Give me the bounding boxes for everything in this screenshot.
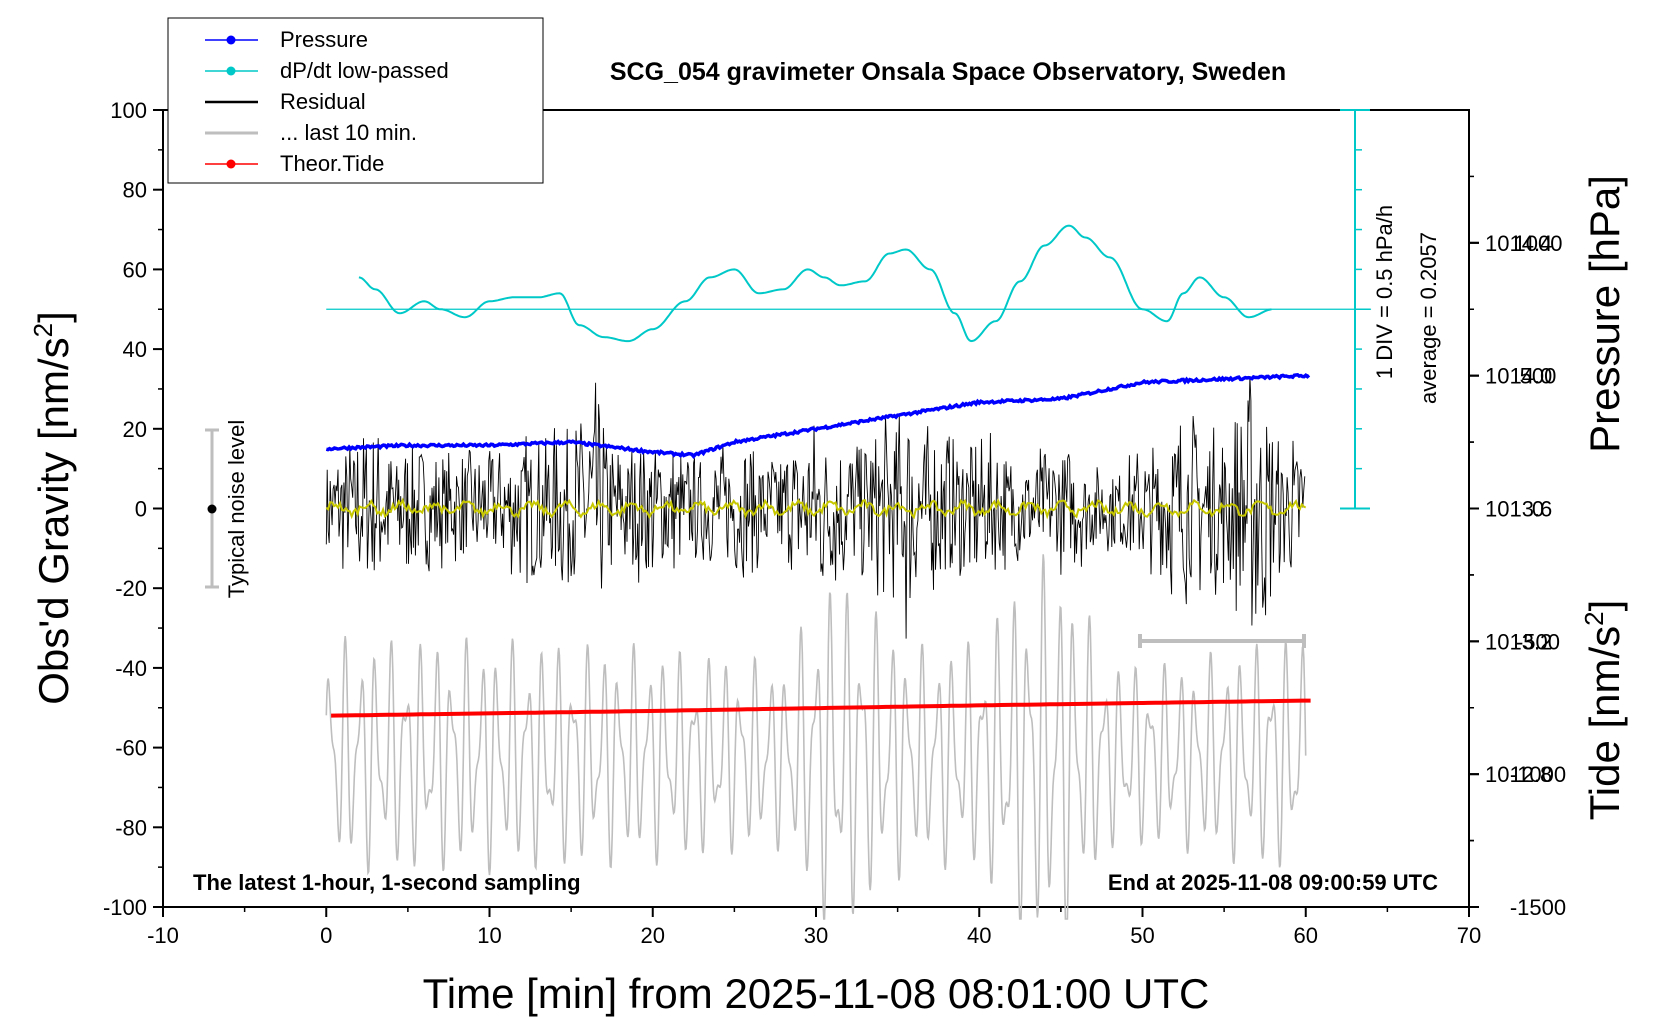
y-axis-label-main: Obs'd Gravity [nm/s — [30, 337, 77, 704]
x-tick-label: 30 — [804, 923, 828, 948]
pressure-tick-label: 1012.8 — [1485, 762, 1552, 787]
pressure-tick-label: 1014.0 — [1485, 364, 1552, 389]
legend-label: Residual — [280, 89, 366, 114]
theor-tide-line — [331, 698, 1311, 718]
last-10-min-line — [325, 554, 1307, 920]
y-tick-label: 100 — [110, 98, 147, 123]
y-tick-label: -60 — [115, 736, 147, 761]
x-tick-label: 50 — [1130, 923, 1154, 948]
pressure-tick-label: 1013.2 — [1485, 629, 1552, 654]
legend-marker — [226, 35, 236, 45]
residual-line — [325, 376, 1306, 639]
x-tick-label: 0 — [320, 923, 332, 948]
tide-tick-label: -1500 — [1510, 895, 1566, 920]
y-tick-label: -20 — [115, 576, 147, 601]
y-axis-label-close: ] — [30, 311, 77, 323]
tide-axis-label: Tide [nm/s2] — [1579, 600, 1628, 821]
legend-marker — [226, 159, 236, 169]
legend-box — [167, 17, 544, 184]
tide-axis-label-sup: 2 — [1579, 611, 1609, 625]
tide-tick-label: 1000 — [1514, 231, 1563, 256]
tide-tick-label: 0 — [1532, 497, 1544, 522]
smoothed-residual-line — [325, 497, 1307, 520]
y-tick-label: -100 — [103, 895, 147, 920]
y-tick-label: 20 — [123, 417, 147, 442]
annotation-left: The latest 1-hour, 1-second sampling — [193, 870, 581, 895]
y-tick-label: -40 — [115, 656, 147, 681]
x-axis-ticks: -10 0 10 20 30 40 50 60 70 — [147, 907, 1481, 948]
x-tick-label: 60 — [1294, 923, 1318, 948]
last-10-min-series — [325, 554, 1307, 920]
dpdt-scale-bar — [1340, 109, 1370, 510]
pressure-series — [325, 372, 1311, 460]
pressure-axis-label: Pressure [hPa] — [1581, 175, 1628, 453]
smoothed-residual-series — [325, 497, 1307, 520]
scale-bar-average: average = 0.2057 — [1416, 232, 1441, 404]
dpdt-series — [326, 224, 1372, 343]
residual-series — [325, 376, 1306, 639]
tide-tick-label: 500 — [1520, 364, 1557, 389]
pressure-line — [325, 372, 1311, 460]
last-10-min-bar — [1138, 634, 1306, 648]
x-axis-label: Time [min] from 2025-11-08 08:01:00 UTC — [423, 970, 1210, 1017]
noise-label: Typical noise level — [224, 420, 249, 599]
noise-dot — [207, 504, 217, 514]
x-tick-label: 10 — [477, 923, 501, 948]
pressure-tick-label: 1014.4 — [1485, 231, 1552, 256]
legend-label: Pressure — [280, 27, 368, 52]
tide-axis-ticks: 1000 500 0 -500 -1000 -1500 — [1469, 231, 1566, 920]
x-tick-label: 40 — [967, 923, 991, 948]
noise-level-marker — [205, 428, 219, 589]
tide-axis-label-main: Tide [nm/s — [1581, 626, 1628, 821]
pressure-tick-label: 1013.6 — [1485, 497, 1552, 522]
legend: Pressure dP/dt low-passed Residual ... last… — [167, 17, 544, 184]
legend-label: ... last 10 min. — [280, 120, 417, 145]
x-tick-label: -10 — [147, 923, 179, 948]
legend-label: Theor.Tide — [280, 151, 384, 176]
y-tick-label: 60 — [123, 257, 147, 282]
legend-marker — [226, 66, 236, 76]
y-axis-label: Obs'd Gravity [nm/s2] — [28, 311, 77, 705]
scale-bar-label: 1 DIV = 0.5 hPa/h — [1372, 205, 1397, 379]
y-axis-ticks: -100 -80 -60 -40 -20 0 20 40 60 80 100 — [103, 98, 163, 920]
x-tick-label: 20 — [641, 923, 665, 948]
y-tick-label: 0 — [135, 497, 147, 522]
dpdt-line — [358, 224, 1272, 343]
y-tick-label: 40 — [123, 337, 147, 362]
x-tick-label: 70 — [1457, 923, 1481, 948]
theor-tide-series — [331, 698, 1311, 718]
annotation-right: End at 2025-11-08 09:00:59 UTC — [1108, 870, 1438, 895]
y-tick-label: 80 — [123, 178, 147, 203]
y-tick-label: -80 — [115, 815, 147, 840]
y-axis-label-sup: 2 — [28, 323, 58, 337]
tide-axis-label-close: ] — [1581, 600, 1628, 612]
chart-title: SCG_054 gravimeter Onsala Space Observat… — [610, 58, 1286, 86]
tide-tick-label: -1000 — [1510, 762, 1566, 787]
legend-label: dP/dt low-passed — [280, 58, 449, 83]
tide-tick-label: -500 — [1516, 629, 1560, 654]
